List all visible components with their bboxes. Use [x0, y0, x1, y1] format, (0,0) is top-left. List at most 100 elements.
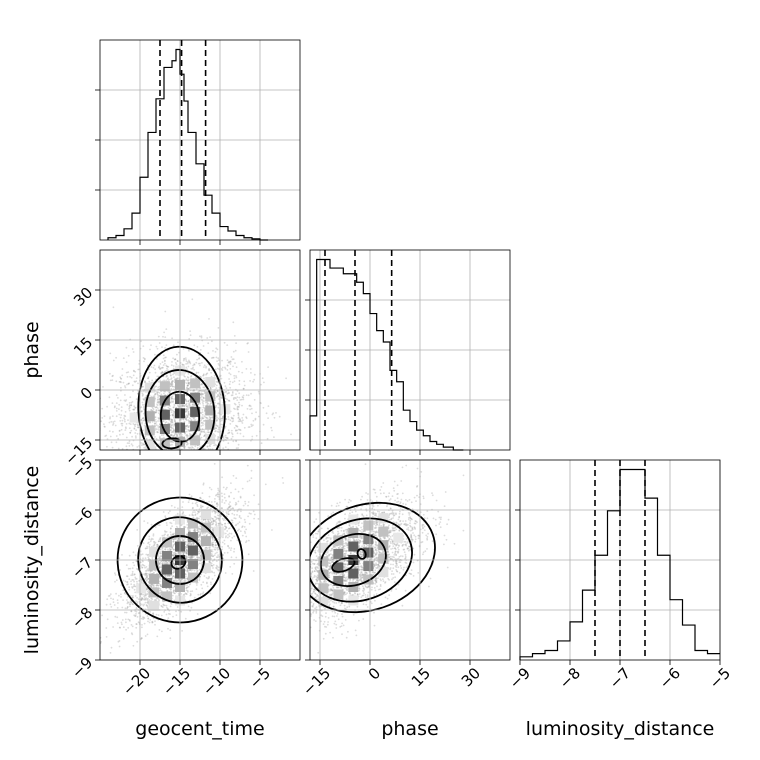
sample-point	[208, 495, 211, 498]
sample-point	[211, 545, 214, 547]
sample-point	[104, 426, 106, 428]
sample-point	[236, 390, 239, 392]
sample-point	[140, 410, 143, 413]
sample-point	[228, 378, 231, 380]
sample-point	[134, 578, 137, 580]
sample-point	[142, 429, 144, 432]
sample-point	[184, 526, 187, 529]
sample-point	[213, 510, 216, 513]
sample-point	[247, 394, 250, 397]
sample-point	[184, 416, 187, 418]
sample-point	[117, 437, 120, 440]
sample-point	[254, 418, 257, 421]
sample-point	[238, 396, 241, 399]
sample-point	[145, 572, 148, 575]
sample-point	[66, 357, 68, 359]
sample-point	[170, 440, 173, 443]
sample-point	[238, 418, 241, 421]
sample-point	[168, 407, 171, 410]
sample-point	[225, 488, 227, 490]
sample-point	[169, 372, 172, 375]
sample-point	[217, 394, 220, 397]
sample-point	[194, 530, 197, 533]
sample-point	[237, 412, 240, 415]
sample-point	[165, 379, 168, 382]
sample-point	[112, 424, 114, 426]
sample-point	[147, 617, 150, 620]
sample-point	[185, 430, 188, 433]
sample-point	[238, 404, 241, 406]
sample-point	[159, 592, 161, 594]
sample-point	[154, 371, 157, 374]
sample-point	[224, 536, 227, 539]
sample-point	[203, 386, 206, 389]
sample-point	[169, 549, 172, 551]
sample-point	[233, 380, 236, 383]
sample-point	[159, 576, 161, 578]
sample-point	[174, 552, 177, 555]
sample-point	[217, 412, 220, 414]
sample-point	[194, 376, 197, 379]
sample-point	[146, 604, 148, 607]
sample-point	[133, 428, 136, 430]
sample-point	[128, 442, 131, 444]
sample-point	[115, 415, 118, 418]
sample-point	[145, 437, 148, 440]
sample-point	[126, 383, 128, 386]
sample-point	[185, 549, 188, 552]
sample-point	[199, 419, 202, 422]
sample-point	[183, 457, 185, 459]
sample-point	[185, 587, 188, 590]
sample-point	[245, 535, 248, 538]
sample-point	[226, 437, 229, 440]
sample-point	[271, 429, 273, 432]
sample-point	[131, 435, 134, 438]
sample-point	[221, 456, 223, 458]
sample-point	[191, 446, 193, 448]
sample-point	[235, 366, 238, 369]
sample-point	[193, 529, 196, 532]
sample-point	[210, 544, 213, 547]
sample-point	[164, 422, 167, 424]
sample-point	[253, 494, 256, 497]
sample-point	[169, 420, 172, 423]
sample-point	[145, 593, 148, 596]
sample-point	[265, 412, 268, 415]
sample-point	[169, 374, 172, 376]
sample-point	[196, 448, 199, 450]
sample-point	[172, 538, 175, 541]
sample-point	[221, 548, 224, 551]
sample-point	[152, 612, 155, 614]
sample-point	[220, 368, 223, 370]
sample-point	[184, 577, 187, 580]
sample-point	[206, 507, 209, 510]
sample-point	[132, 596, 134, 599]
sample-point	[216, 430, 219, 433]
sample-point	[216, 380, 219, 383]
sample-point	[198, 535, 201, 537]
sample-point	[190, 543, 192, 546]
sample-point	[174, 592, 176, 595]
sample-point	[165, 374, 168, 377]
sample-point	[130, 376, 133, 379]
sample-point	[217, 426, 220, 429]
sample-point	[186, 569, 189, 572]
sample-point	[209, 416, 212, 419]
sample-point	[155, 454, 157, 456]
sample-point	[199, 532, 202, 535]
sample-point	[186, 567, 189, 570]
sample-point	[196, 512, 199, 515]
sample-point	[182, 512, 185, 514]
sample-point	[160, 591, 163, 594]
sample-point	[212, 555, 214, 558]
sample-point	[145, 597, 148, 600]
sample-point	[171, 427, 173, 430]
sample-point	[187, 426, 190, 428]
density-cell	[205, 433, 216, 444]
sample-point	[150, 597, 153, 600]
sample-point	[208, 369, 211, 372]
sample-point	[216, 419, 219, 421]
sample-point	[239, 399, 242, 401]
sample-point	[202, 374, 205, 377]
sample-point	[175, 553, 178, 556]
